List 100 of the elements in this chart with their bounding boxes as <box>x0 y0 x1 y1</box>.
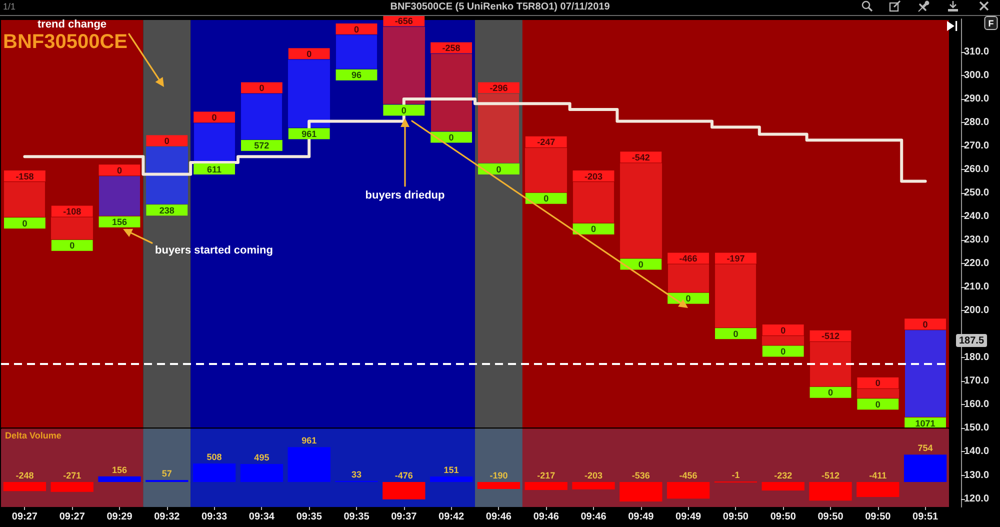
x-tick-label: 09:27 <box>59 512 86 522</box>
annotation: 0 <box>544 194 549 204</box>
annotation: 572 <box>254 140 270 151</box>
candlestick <box>431 54 472 132</box>
annotation: -203 <box>584 171 603 182</box>
bar <box>477 482 520 489</box>
bar <box>904 454 947 482</box>
text: F <box>988 18 994 28</box>
annotation: trend change <box>37 18 107 30</box>
y-tick-label: 170.0 <box>964 376 990 387</box>
candlestick <box>51 217 93 240</box>
x-tick-label: 09:29 <box>106 512 133 522</box>
bar <box>192 464 236 482</box>
annotation: 0 <box>116 165 122 176</box>
x-tick-label: 09:46 <box>486 512 512 522</box>
text: 1/1 <box>3 2 16 12</box>
number-box: 0 <box>904 318 946 330</box>
candlestick <box>288 60 330 128</box>
data-label: 156 <box>112 464 128 475</box>
x-tick-label: 09:51 <box>912 512 939 522</box>
number-box: 0 <box>430 132 472 143</box>
data-label: 495 <box>254 452 270 463</box>
candlestick <box>810 342 851 386</box>
y-tick-label: 210.0 <box>964 282 990 293</box>
annotation: buyers started coming <box>155 244 273 256</box>
data-label: 33 <box>351 469 362 480</box>
y-tick-label: 160.0 <box>964 399 990 410</box>
y-tick-label: 260.0 <box>964 164 990 176</box>
annotation: 611 <box>207 164 222 174</box>
number-box: 238 <box>146 204 188 216</box>
candlestick <box>241 94 282 140</box>
annotation: 0 <box>70 240 75 251</box>
number-box: 0 <box>98 164 140 176</box>
bar <box>762 482 804 490</box>
candlestick <box>383 26 425 104</box>
candlestick <box>4 182 45 218</box>
annotation: 1071 <box>915 418 936 428</box>
bar <box>98 476 141 482</box>
data-label: -411 <box>869 470 887 481</box>
candlestick <box>99 176 140 216</box>
bar <box>809 482 852 501</box>
x-tick-label: 09:50 <box>722 512 749 522</box>
bar <box>240 464 284 482</box>
annotation: 0 <box>875 399 880 410</box>
y-tick-label: 290.0 <box>964 93 990 104</box>
x-tick-label: 09:35 <box>296 512 322 522</box>
data-label: -1 <box>732 470 740 480</box>
annotation: 0 <box>354 24 360 34</box>
y-tick-label: 280.0 <box>964 116 990 128</box>
annotation: -258 <box>442 43 460 54</box>
annotation: 0 <box>922 319 928 330</box>
y-tick-label: 150.0 <box>964 422 990 434</box>
x-tick-label: 09:50 <box>770 512 796 522</box>
bar <box>50 482 94 492</box>
number-box: -158 <box>4 170 46 182</box>
bar <box>430 476 473 482</box>
annotation: -656 <box>394 16 413 26</box>
data-label: -536 <box>632 470 650 481</box>
x-tick-label: 09:46 <box>533 512 560 522</box>
y-tick-label: 120.0 <box>964 493 990 504</box>
annotation: 238 <box>159 205 174 216</box>
text: BNF30500CE <box>3 31 128 53</box>
data-label: -456 <box>679 470 698 481</box>
bar <box>856 482 900 497</box>
annotation: -512 <box>821 331 840 342</box>
annotation: 0 <box>496 164 502 174</box>
data-label: 151 <box>444 465 459 476</box>
candlestick <box>573 182 614 223</box>
number-box: 0 <box>715 328 756 340</box>
number-box: 0 <box>857 377 899 388</box>
y-tick-label: 240.0 <box>964 211 990 222</box>
x-tick-label: 09:49 <box>676 512 702 522</box>
number-box: 0 <box>4 218 46 229</box>
annotation: 0 <box>780 325 786 336</box>
x-tick-label: 09:27 <box>12 512 38 522</box>
y-tick-label: 250.0 <box>964 188 990 199</box>
y-axis-title: Delta Volume <box>5 430 62 440</box>
bar <box>382 482 426 500</box>
y-tick-label: 270.0 <box>964 140 990 152</box>
candlestick <box>194 123 235 163</box>
annotation: 0 <box>828 388 834 398</box>
y-tick-label: 300.0 <box>964 70 990 81</box>
number-box: -258 <box>430 42 472 54</box>
annotation: 0 <box>22 218 28 228</box>
text: 187.5 <box>959 336 984 346</box>
number-box: 0 <box>383 104 425 116</box>
annotation: -296 <box>490 83 508 94</box>
annotation: -108 <box>63 206 82 217</box>
annotation: 0 <box>448 132 454 143</box>
annotation: 0 <box>590 224 596 234</box>
bar <box>666 482 710 499</box>
x-tick-label: 09:42 <box>438 512 465 522</box>
chart-title: BNF30500CE (5 UniRenko T5R8O1) 07/11/2019 <box>390 2 610 12</box>
bar <box>288 447 330 482</box>
y-tick-label: 180.0 <box>964 352 990 364</box>
x-tick-label: 09:46 <box>580 512 607 522</box>
data-label: 961 <box>302 436 317 446</box>
candlestick <box>715 264 756 328</box>
number-box: 961 <box>288 128 330 140</box>
x-tick-label: 09:35 <box>344 512 370 522</box>
